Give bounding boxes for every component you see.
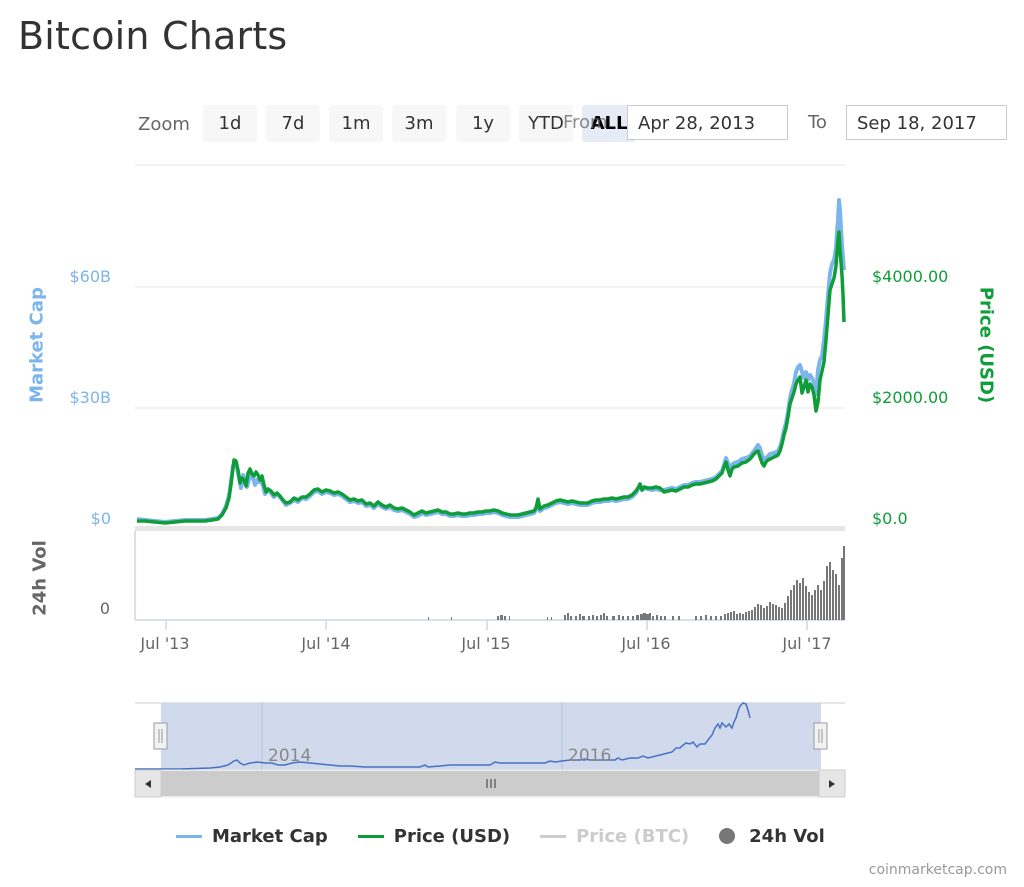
navigator-label: 2016 [568, 746, 612, 766]
from-label: From [563, 112, 608, 133]
navigator-selected-range[interactable] [161, 703, 821, 770]
to-date-input[interactable]: Sep 18, 2017 [846, 105, 1007, 140]
to-label: To [808, 112, 827, 133]
pane-divider [135, 526, 845, 531]
market-cap-tick: $0 [90, 509, 111, 528]
zoom-label: Zoom [138, 114, 190, 135]
scrollbar-grip-icon [486, 779, 496, 788]
price-tick: $4000.00 [872, 267, 949, 286]
chart-legend: Market Cap Price (USD) Price (BTC) 24h V… [176, 822, 855, 850]
zoom-7d-button[interactable]: 7d [266, 105, 320, 142]
zoom-3m-button[interactable]: 3m [392, 105, 446, 142]
line-swatch-icon [176, 834, 202, 838]
page-title: Bitcoin Charts [18, 14, 288, 58]
scroll-left-button[interactable] [134, 769, 162, 798]
triangle-right-icon [829, 780, 835, 788]
x-tick: Jul '17 [782, 634, 832, 653]
navigator-right-handle[interactable] [813, 722, 828, 750]
x-tick: Jul '15 [461, 634, 511, 653]
legend-label: 24h Vol [749, 825, 825, 847]
market-cap-series [136, 198, 846, 524]
legend-label: Price (USD) [393, 825, 511, 847]
zoom-1m-button[interactable]: 1m [329, 105, 383, 142]
x-tick: Jul '16 [621, 634, 671, 653]
navigator-left-handle[interactable] [153, 722, 168, 750]
legend-item-price-btc[interactable]: Price (BTC) [540, 826, 689, 847]
triangle-left-icon [145, 780, 151, 788]
price-tick: $0.0 [872, 509, 908, 528]
dot-swatch-icon [719, 828, 736, 844]
x-tick: Jul '14 [301, 634, 351, 653]
legend-item-market-cap[interactable]: Market Cap [176, 826, 328, 847]
line-swatch-icon [357, 834, 384, 838]
zoom-1y-button[interactable]: 1y [456, 105, 510, 142]
legend-label: Market Cap [212, 825, 328, 847]
volume-series [428, 546, 845, 620]
price-tick: $2000.00 [872, 388, 949, 407]
volume-tick: 0 [99, 599, 110, 618]
scroll-right-button[interactable] [818, 769, 846, 798]
line-swatch-icon [540, 834, 567, 838]
x-tick-marks [165, 620, 808, 630]
market-cap-tick: $30B [69, 388, 111, 407]
scrollbar[interactable] [134, 769, 846, 798]
credits-link[interactable]: coinmarketcap.com [868, 862, 1007, 878]
x-tick: Jul '13 [140, 634, 190, 653]
navigator-label: 2014 [268, 746, 312, 766]
market-cap-tick: $60B [69, 267, 111, 286]
zoom-ytd-button[interactable]: YTD [519, 105, 573, 142]
legend-label: Price (BTC) [576, 825, 690, 847]
price-usd-series [137, 230, 846, 525]
navigator-series [135, 702, 751, 770]
legend-item-price-usd[interactable]: Price (USD) [357, 825, 511, 847]
from-date-input[interactable]: Apr 28, 2013 [627, 105, 788, 140]
grid-lines [135, 164, 845, 409]
legend-item-24h-vol[interactable]: 24h Vol [719, 826, 825, 847]
navigator[interactable] [135, 702, 845, 770]
zoom-1d-button[interactable]: 1d [203, 105, 257, 142]
